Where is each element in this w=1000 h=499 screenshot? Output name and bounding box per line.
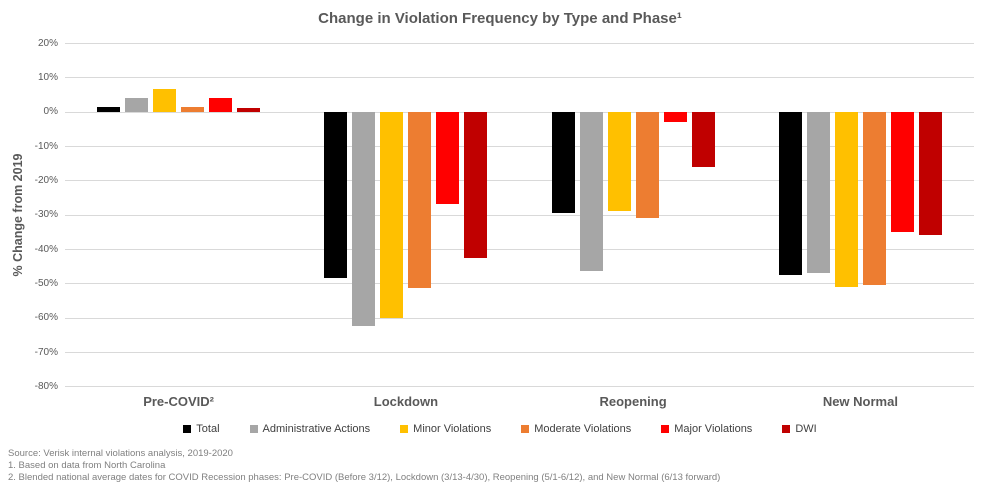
footnote: 1. Based on data from North Carolina [8,460,166,471]
bar [607,111,631,212]
legend-item: Total [183,423,220,435]
gridline [65,43,974,44]
legend-swatch-icon [661,425,670,433]
bar [890,111,914,232]
y-tick-label: -50% [34,277,58,289]
bar [464,111,488,258]
bar [125,97,149,112]
x-category-label: Lockdown [373,394,439,409]
bar [352,111,376,327]
footnote: Source: Verisk internal violations analy… [8,448,233,459]
legend-swatch-icon [249,425,258,433]
bar [153,89,177,112]
bar [209,97,233,112]
bar [181,106,205,112]
y-tick-label: -30% [34,209,58,221]
legend: Total Administrative Actions Minor Violati… [0,423,1000,435]
legend-label: Minor Violations [413,423,492,435]
bar [778,111,802,275]
legend-item: Moderate Violations [521,423,631,435]
footnote: 2. Blended national average dates for CO… [8,472,721,483]
bar [408,111,432,289]
gridline [65,317,974,319]
y-tick-label: 0% [43,106,58,118]
bar [635,111,659,219]
legend-label: Major Violations [674,423,753,435]
bar [237,108,261,112]
chart-title: Change in Violation Frequency by Type an… [318,10,682,27]
bar [380,111,404,318]
bar [691,111,715,167]
y-tick-label: -40% [34,243,58,255]
legend-label: Total [196,423,220,435]
x-category-label: New Normal [822,394,898,409]
x-category-label: Reopening [599,394,667,409]
gridline [65,214,974,216]
bar [97,106,121,112]
bar [324,111,348,279]
bar [834,111,858,287]
gridline [65,111,974,113]
footnotes: Source: Verisk internal violations analy… [8,448,720,484]
gridline [65,146,974,147]
gridline [65,180,974,182]
bar [862,111,886,286]
legend-item: Major Violations [661,423,752,435]
bar [663,111,687,122]
plot-area: 20% 10% 0% -10% -20% -30% -40% -50% -60% -70% -80%… [35,38,974,409]
bar [551,111,575,213]
y-tick-label: 10% [37,71,58,83]
bar [436,111,460,205]
gridline [65,77,974,79]
legend-swatch-icon [400,425,409,433]
gridline [65,352,974,353]
x-category-label: Pre-COVID² [143,394,214,409]
y-tick-label: -10% [34,140,58,152]
y-tick-label: -80% [34,380,58,392]
gridline [65,283,974,285]
gridline [65,386,974,388]
y-tick-label: -70% [34,346,58,358]
y-tick-label: -20% [34,174,58,186]
legend-item: Minor Violations [400,423,491,435]
legend-swatch-icon [521,425,530,433]
y-tick-label: -60% [34,312,58,324]
legend-item: DWI [782,423,817,435]
bar [806,111,830,274]
bar [918,111,942,236]
legend-item: Administrative Actions [249,423,371,435]
gridline [65,249,974,250]
legend-swatch-icon [782,425,791,433]
legend-label: Moderate Violations [534,423,632,435]
y-tick-label: 20% [37,37,58,49]
legend-swatch-icon [183,425,192,433]
legend-label: Administrative Actions [262,423,371,435]
bar [579,111,603,272]
legend-label: DWI [795,423,817,435]
